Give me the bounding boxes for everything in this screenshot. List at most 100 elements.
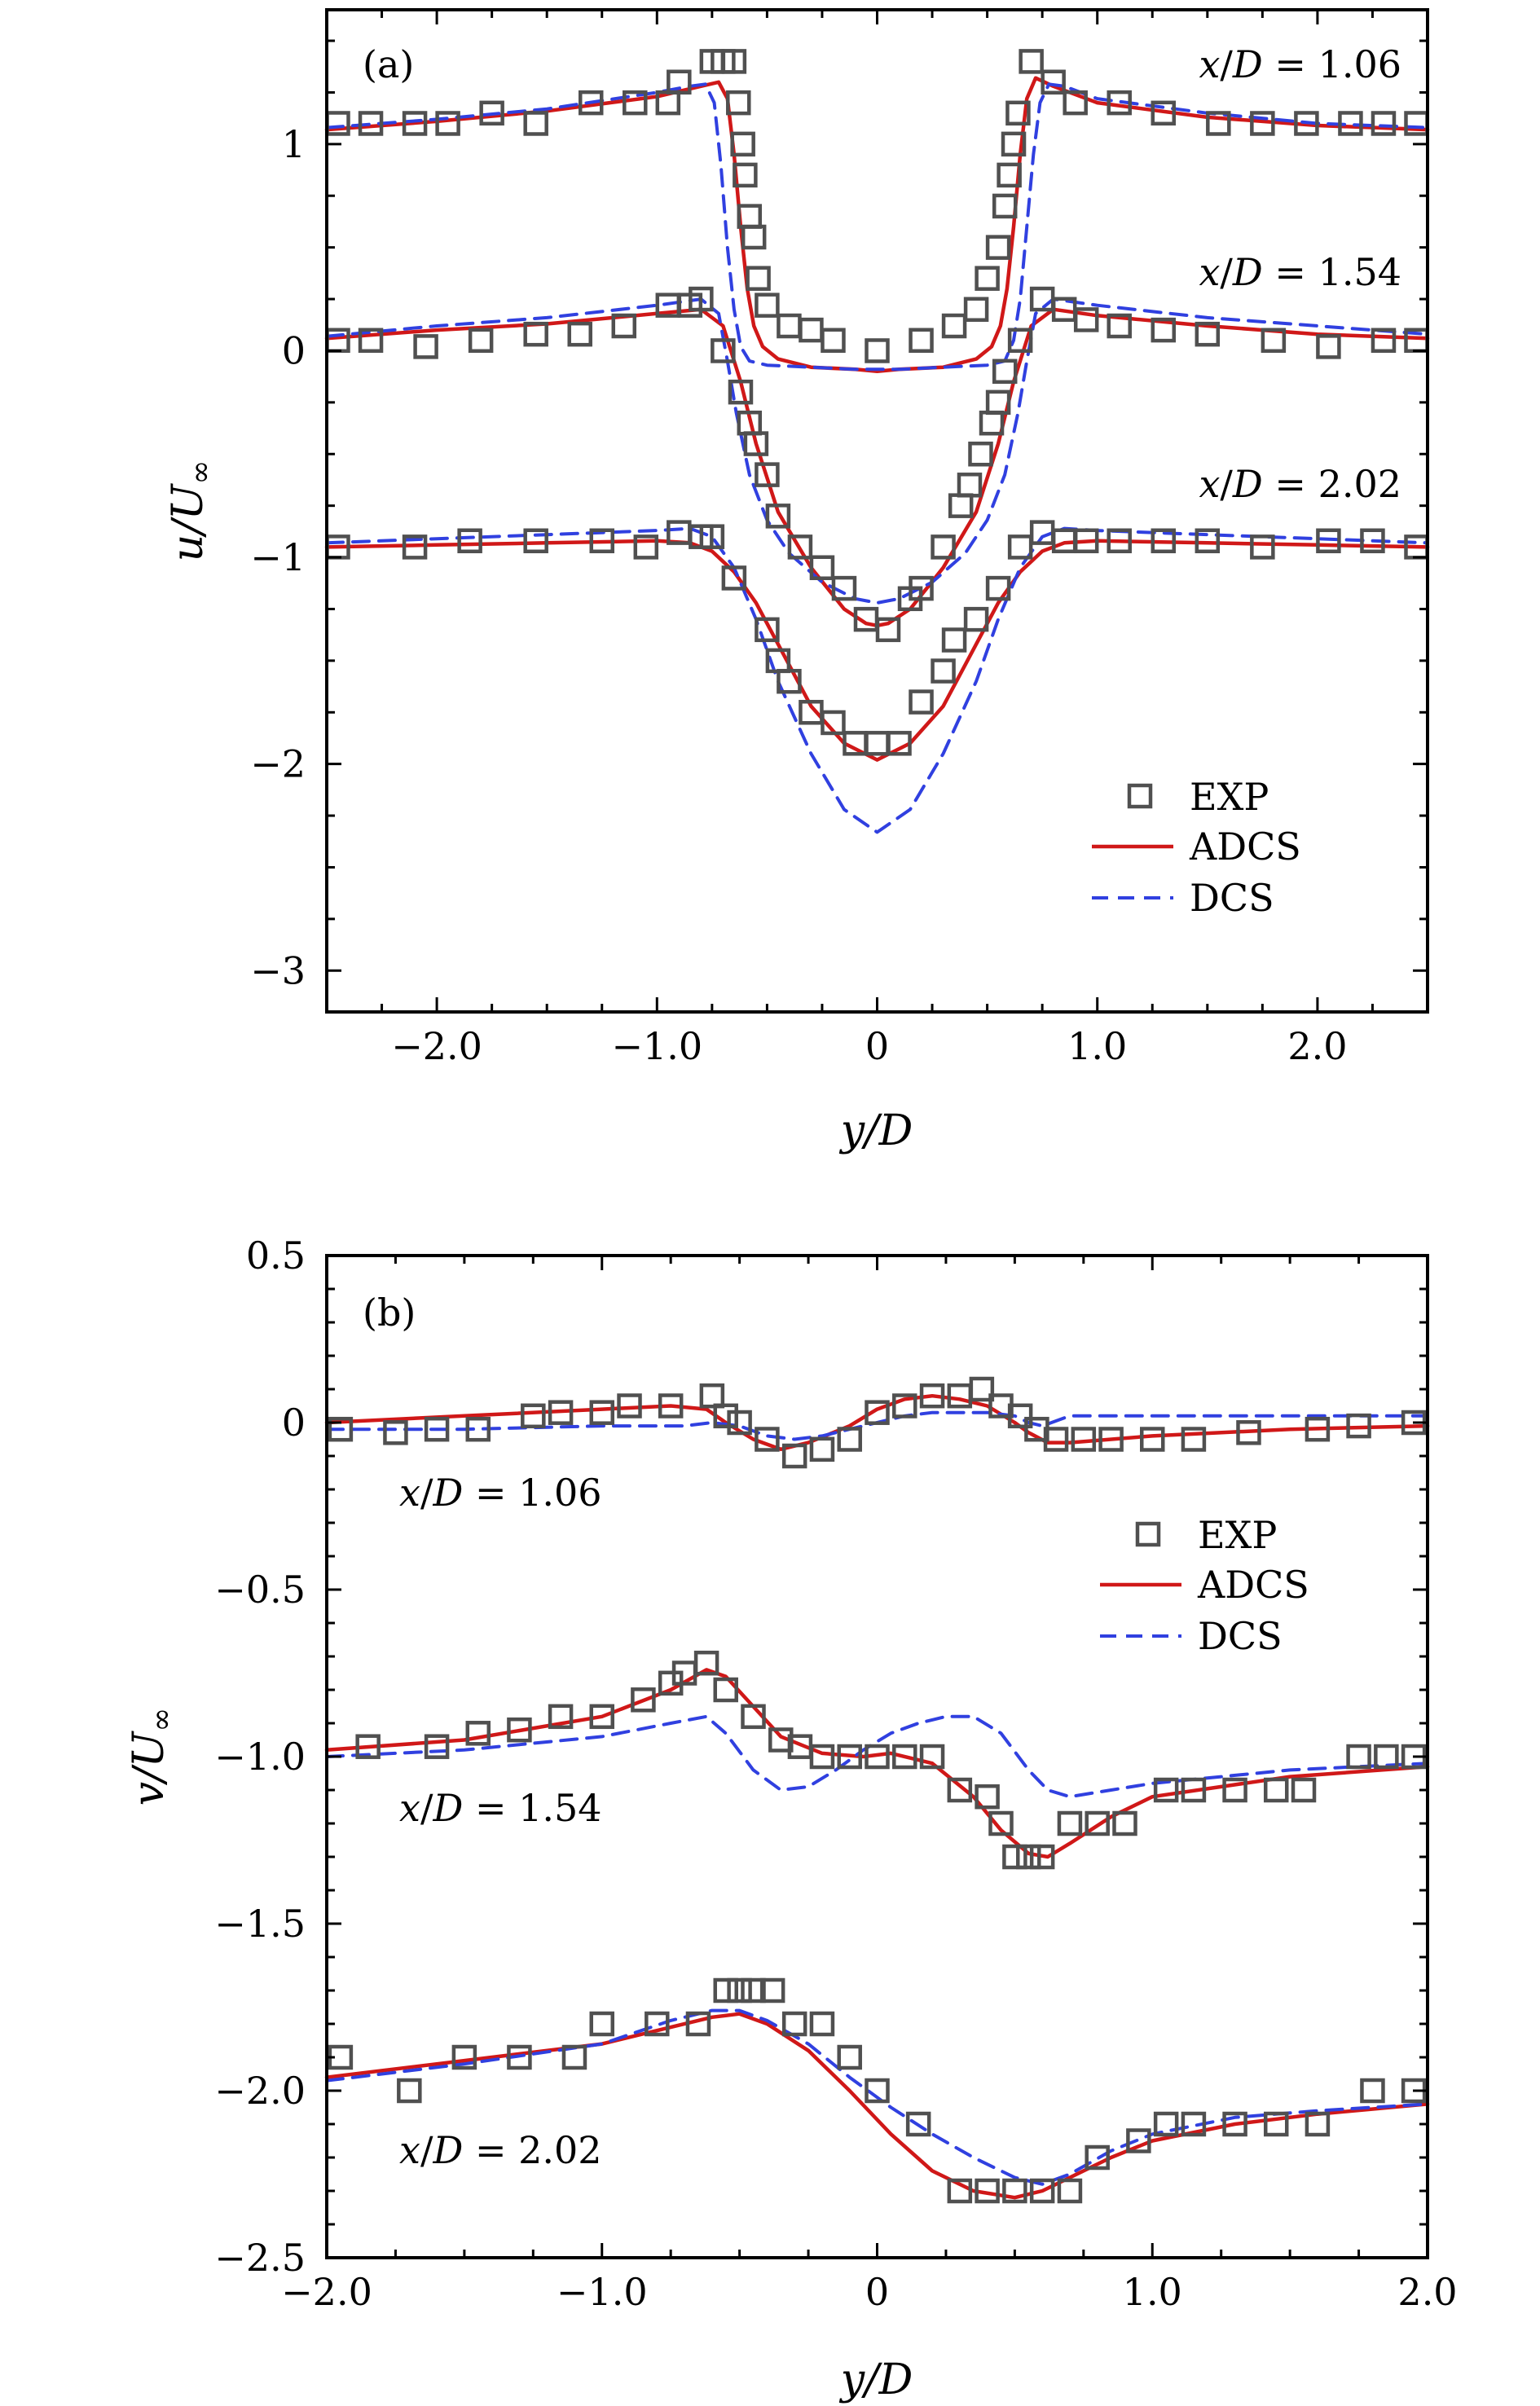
panel-a-exp-2-point bbox=[1261, 328, 1287, 354]
panel-a-exp-3-point bbox=[1151, 528, 1177, 554]
panel-b-exp-3-point bbox=[1181, 2111, 1207, 2137]
panel-a-exp-2-point bbox=[358, 328, 384, 354]
panel-a-adcs-3-line bbox=[324, 539, 1430, 762]
y-tick-label: −3 bbox=[250, 948, 306, 992]
panel-b-dcs-3-line bbox=[325, 2008, 1429, 2186]
panel-a-exp-2-point bbox=[809, 555, 835, 580]
panel-b-exp-3-point bbox=[561, 2044, 587, 2070]
panel-a-exp-1-point bbox=[726, 90, 751, 116]
y-tick-label: −1.5 bbox=[214, 1902, 306, 1946]
panel-b-exp-1-point bbox=[548, 1400, 574, 1425]
panel-b-exp-3-point bbox=[1305, 2111, 1331, 2137]
x-tick-label: 0 bbox=[865, 1024, 889, 1068]
panel-a-exp-2-point bbox=[523, 321, 548, 347]
panel-a-exp-3-point bbox=[1250, 534, 1275, 560]
panel-b-exp-1-point bbox=[727, 1410, 752, 1436]
panel-a-xlabel: y/D bbox=[839, 1106, 913, 1155]
panel-a-exp-2-point bbox=[948, 493, 974, 518]
panel-b-frame bbox=[325, 1254, 1429, 2259]
panel-b-exp-1-point bbox=[947, 1383, 973, 1409]
panel-b-exp-2-point bbox=[424, 1734, 450, 1759]
panel-a-exp-1-point bbox=[1041, 69, 1066, 95]
y-tick-label: −1.0 bbox=[214, 1735, 306, 1779]
panel-a-exp-2-point bbox=[468, 328, 494, 354]
legend-exp-label: EXP bbox=[1190, 775, 1269, 819]
panel-b-exp-3-point bbox=[1126, 2128, 1151, 2153]
panel-a-exp-1-point bbox=[821, 328, 846, 354]
x-tick-label: −1.0 bbox=[557, 2270, 648, 2314]
panel-a-exp-1-point bbox=[523, 111, 548, 136]
panel-a-exp-3-point bbox=[985, 575, 1011, 601]
panel-b-exp-3-point bbox=[1222, 2111, 1247, 2137]
panel-a-exp-1-point bbox=[865, 338, 890, 363]
panel-b-exp-3-point bbox=[865, 2078, 890, 2104]
panel-a-exp-1-point bbox=[985, 235, 1011, 260]
panel-a-exp-1-point bbox=[1294, 111, 1319, 136]
panel-a-exp-2-point bbox=[755, 462, 780, 487]
panel-b-ylabel: v/U∞ bbox=[125, 1708, 178, 1806]
panel-b-exp-2-point bbox=[947, 1777, 973, 1803]
panel-a-exp-3-point bbox=[1107, 528, 1132, 554]
panel-a-annotation-3: x/D = 2.02 bbox=[1199, 462, 1401, 506]
panel-b-exp-2-point bbox=[465, 1721, 491, 1746]
panel-a-exp-1-point bbox=[1019, 49, 1044, 74]
panel-b-exp-1-point bbox=[328, 1416, 354, 1442]
panel-a-exp-1-point bbox=[1371, 111, 1397, 136]
panel-a-exp-1-point bbox=[623, 90, 648, 116]
panel-a-exp-3-point bbox=[909, 689, 934, 715]
panel-a-exp-3-point bbox=[1316, 528, 1341, 554]
panel-b-exp-2-point bbox=[355, 1734, 381, 1759]
panel-b-exp-2-point bbox=[713, 1677, 738, 1703]
panel-a-exp-1-point bbox=[1107, 90, 1132, 116]
panel-b-exp-2-point bbox=[1057, 1810, 1083, 1836]
panel-a-exp-2-point bbox=[1107, 313, 1132, 339]
panel-b-exp-2-point bbox=[837, 1744, 862, 1770]
panel-a-exp-1-point bbox=[941, 313, 967, 339]
panel-a-series bbox=[324, 76, 1430, 834]
panel-b-adcs-1-line bbox=[324, 1393, 1430, 1452]
panel-a-exp-1-point bbox=[1206, 111, 1231, 136]
panel-a-exp-1-point bbox=[777, 313, 802, 339]
panel-a-exp-1-point bbox=[733, 162, 758, 188]
panel-b-exp-2-point bbox=[589, 1704, 614, 1730]
panel-b-exp-1-point bbox=[755, 1427, 780, 1452]
panel-a-exp-1-point bbox=[667, 69, 692, 95]
panel-a-ylabel: u/U∞ bbox=[164, 460, 218, 562]
panel-a-exp-1-point bbox=[435, 111, 460, 136]
panel-a-annotation-1: x/D = 1.06 bbox=[1199, 42, 1401, 86]
panel-a-exp-2-point bbox=[711, 338, 736, 363]
panel-b-exp-3-point bbox=[685, 2011, 711, 2037]
panel-b: −2.0 −1.0 0 1.0 2.0−2.5−2.0−1.5−1.0−0.500.5 … bbox=[125, 1234, 1458, 2404]
panel-b-exp-2-point bbox=[1085, 1810, 1110, 1836]
panel-b-exp-2-point bbox=[1181, 1777, 1207, 1803]
panel-a-dcs-2-line bbox=[325, 297, 1429, 605]
legend-adcs-label: ADCS bbox=[1197, 1563, 1309, 1607]
x-tick-label: 1.0 bbox=[1123, 2270, 1182, 2314]
panel-b-exp-2-point bbox=[768, 1727, 794, 1753]
panel-a-exp-1-point bbox=[730, 131, 755, 157]
panel-a-exp-3-point bbox=[755, 617, 780, 643]
panel-b-exp-1-point bbox=[589, 1400, 614, 1425]
panel-a-exp-1-point bbox=[1063, 90, 1088, 116]
panel-b-exp-3-point bbox=[1002, 2178, 1027, 2204]
panel-b-exp-3-point bbox=[645, 2011, 670, 2037]
panel-a-exp-2-point bbox=[689, 286, 714, 312]
panel-b-exp-3-point bbox=[1029, 2178, 1055, 2204]
panel-b-exp-3-point bbox=[781, 2011, 807, 2037]
panel-a-exp-1-point bbox=[1005, 100, 1031, 126]
panel-b-markers bbox=[328, 1376, 1427, 2204]
panel-b-adcs-3-line bbox=[324, 2012, 1430, 2200]
panel-b-exp-2-point bbox=[693, 1650, 719, 1676]
panel-a-exp-1-point bbox=[402, 111, 428, 136]
panel-b-dcs-1-line bbox=[325, 1410, 1429, 1441]
y-tick-label: 0 bbox=[282, 328, 306, 372]
panel-a-adcs-1-line bbox=[324, 76, 1430, 374]
panel-b-annotation-2: x/D = 1.54 bbox=[399, 1786, 602, 1830]
panel-b-exp-3-point bbox=[1153, 2111, 1179, 2137]
legend-dcs-label: DCS bbox=[1198, 1614, 1283, 1658]
panel-a-annotation-2: x/D = 1.54 bbox=[1199, 250, 1401, 294]
x-tick-label: 2.0 bbox=[1287, 1024, 1347, 1068]
panel-b-exp-1-point bbox=[521, 1403, 546, 1429]
panel-b-exp-3-point bbox=[1360, 2078, 1385, 2104]
panel-b-exp-3-point bbox=[589, 2011, 614, 2037]
